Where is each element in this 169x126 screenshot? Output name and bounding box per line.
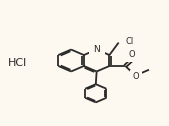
Text: Cl: Cl	[126, 37, 134, 46]
Text: O: O	[129, 50, 135, 59]
Text: O: O	[132, 72, 139, 81]
Text: N: N	[93, 45, 100, 54]
Text: HCl: HCl	[8, 58, 27, 68]
